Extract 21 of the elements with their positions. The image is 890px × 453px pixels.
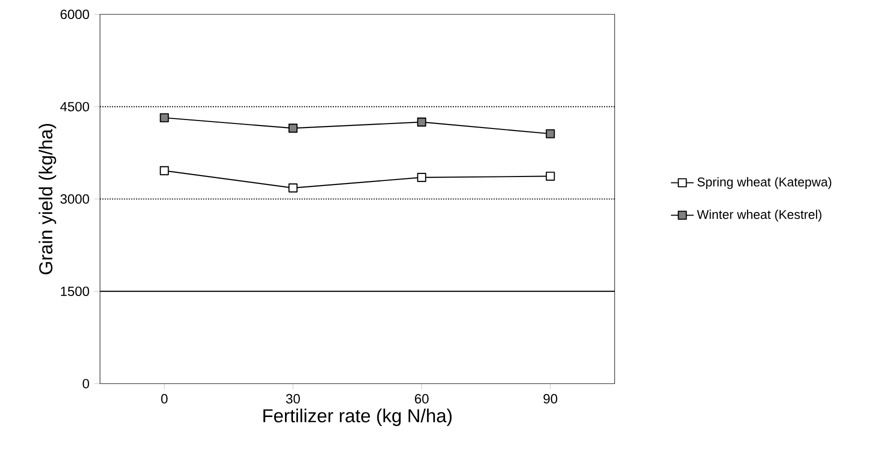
- y-tick-label: 1500: [60, 286, 90, 296]
- x-axis-title: Fertilizer rate (kg N/ha): [263, 408, 452, 426]
- y-tick-label: 3000: [60, 194, 90, 204]
- legend-label: Winter wheat (Kestrel): [696, 210, 822, 222]
- legend-label: Spring wheat (Katepwa): [697, 177, 832, 189]
- point: [546, 172, 555, 181]
- y-tick-label: 4500: [60, 102, 90, 112]
- point: [160, 113, 169, 122]
- y-tick-label: 6000: [60, 10, 90, 20]
- x-tick-label: 30: [286, 394, 300, 404]
- x-tick-label: 60: [414, 394, 429, 404]
- point: [288, 124, 298, 133]
- point: [288, 183, 298, 192]
- y-axis-title: Grain yield (kg/ha): [38, 124, 56, 274]
- point: [417, 172, 426, 182]
- y-tick-label: 0: [82, 378, 90, 388]
- x-tick-label: 90: [544, 394, 558, 404]
- point: [546, 129, 555, 138]
- point: [160, 166, 169, 176]
- point: [417, 118, 426, 127]
- x-tick-label: 0: [161, 394, 168, 404]
